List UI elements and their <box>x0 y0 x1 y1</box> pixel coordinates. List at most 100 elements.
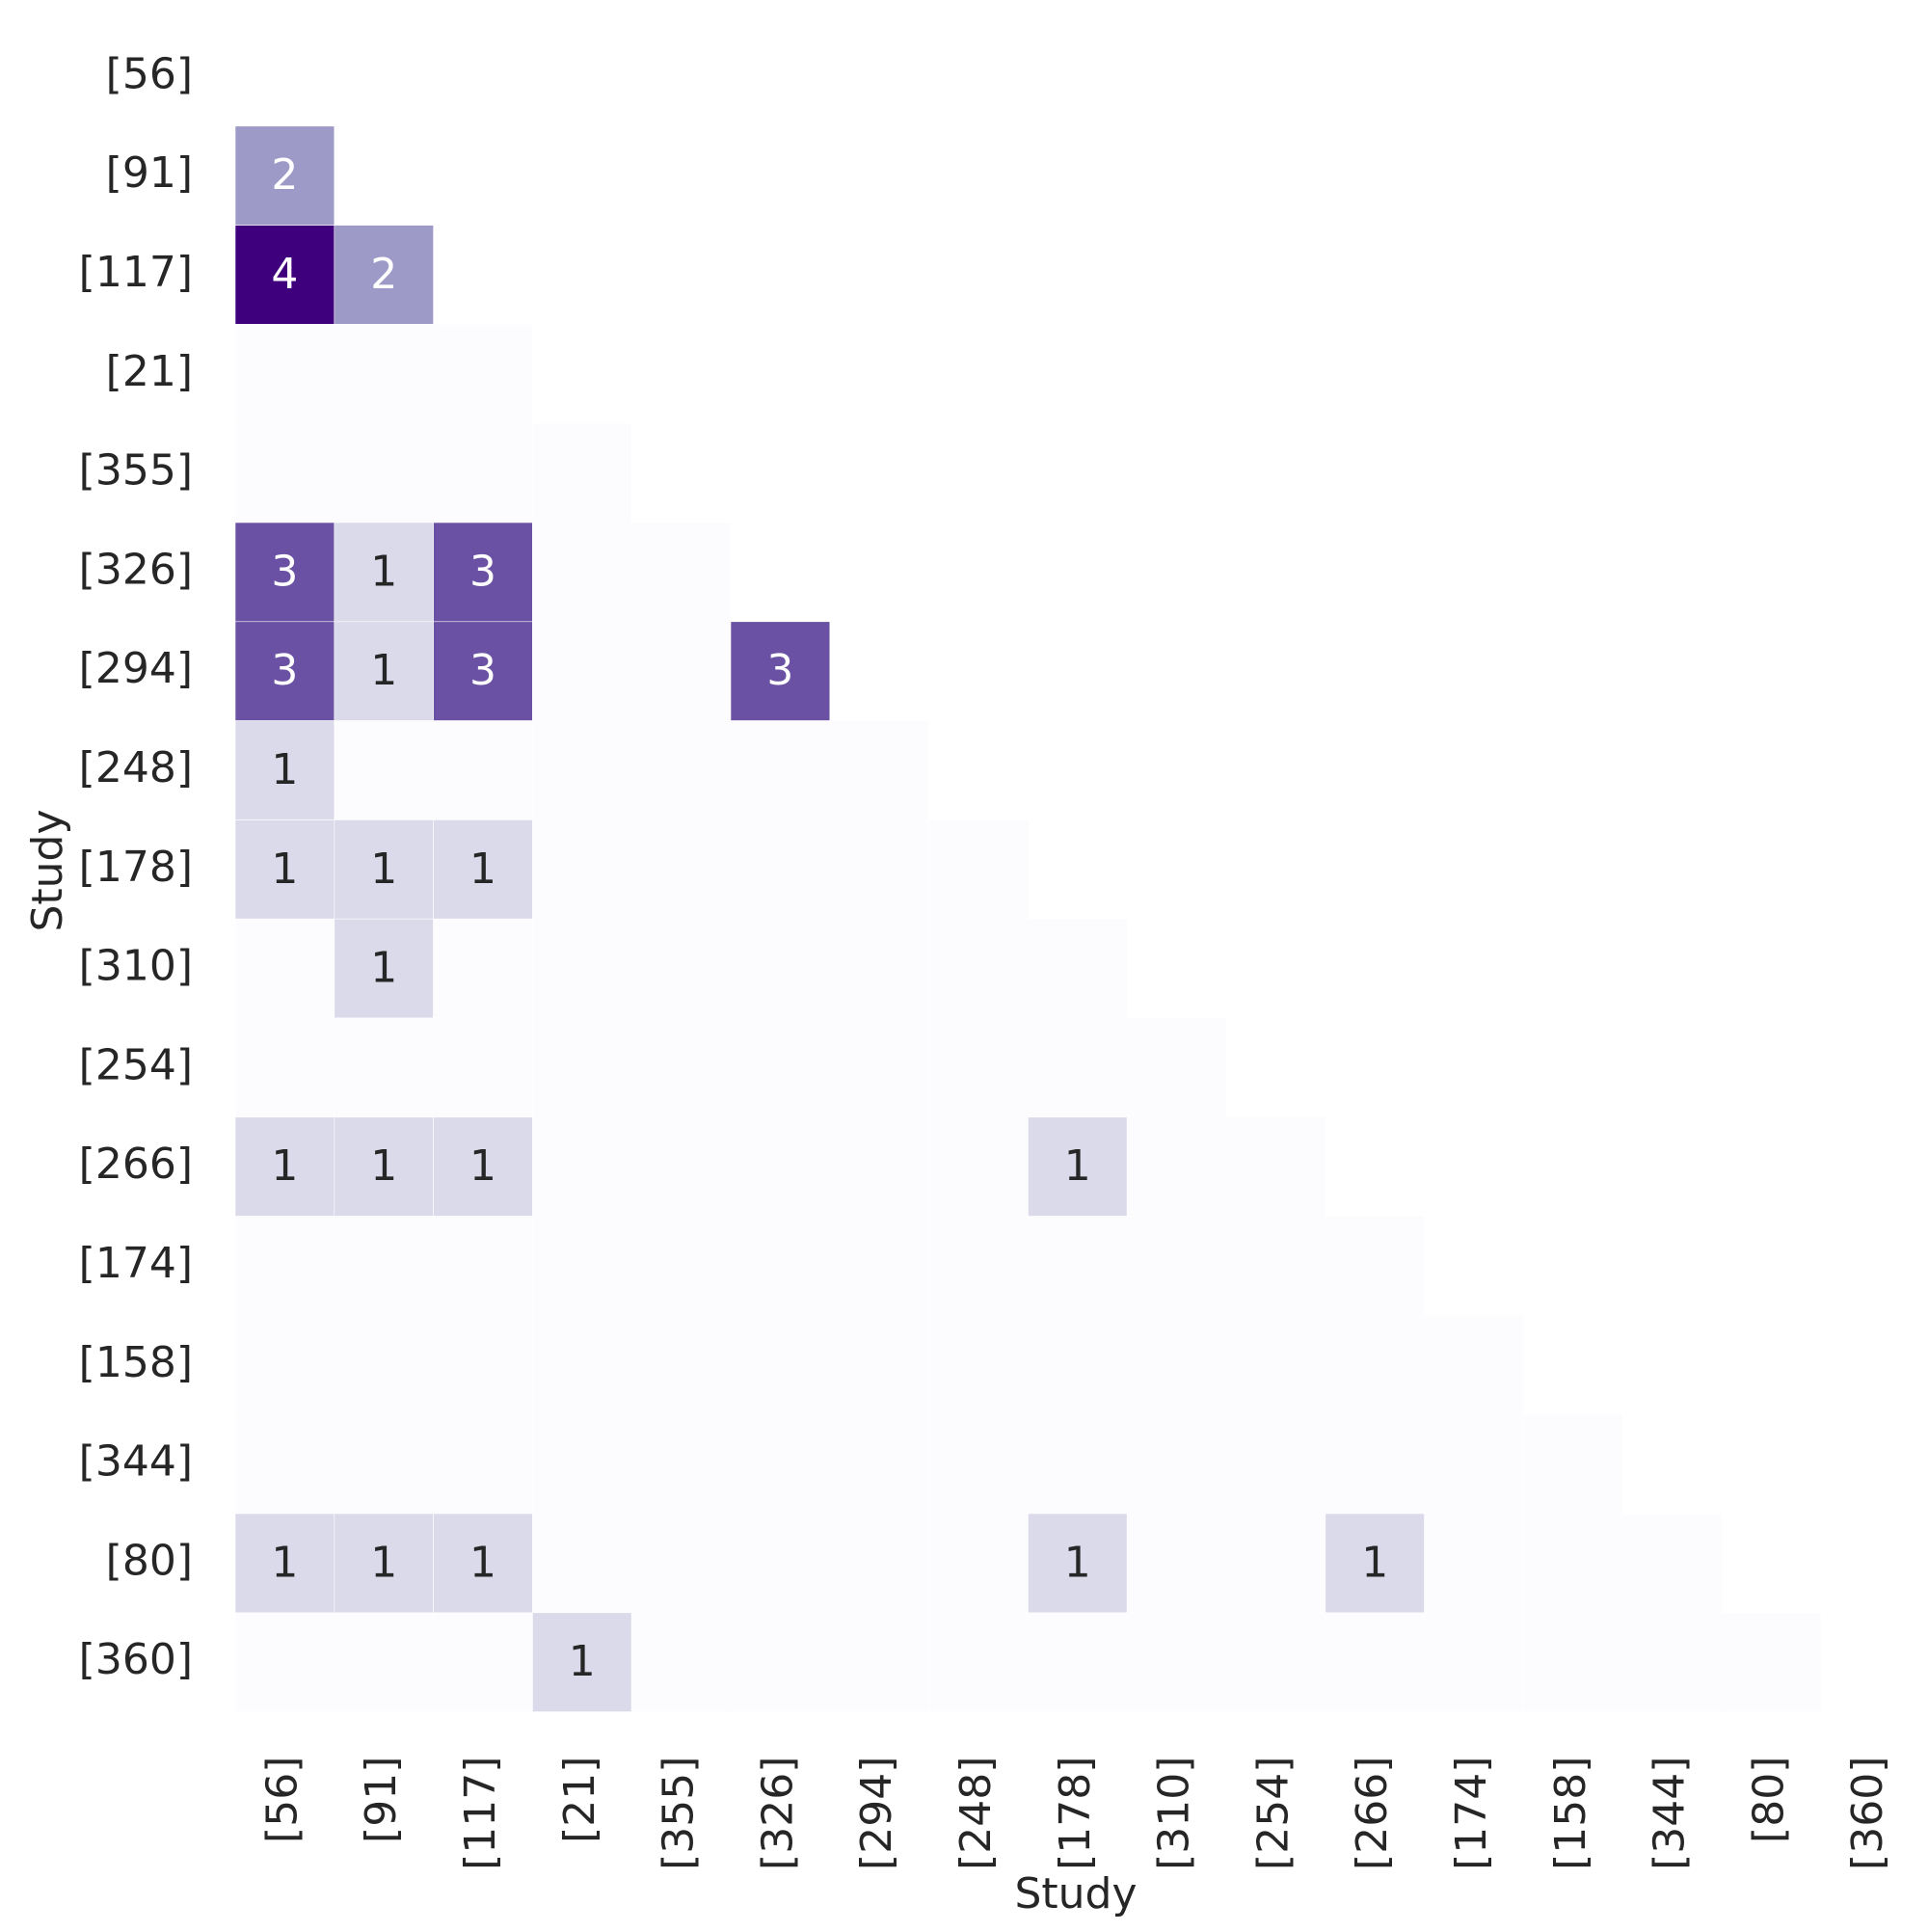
x-tick-label: [21] <box>555 1757 604 1843</box>
cell-label: 1 <box>1361 1538 1388 1587</box>
x-tick-label: [158] <box>1546 1757 1595 1870</box>
y-tick-label: [56] <box>106 49 193 98</box>
heatmap-cell <box>1225 1612 1326 1712</box>
heatmap-cell <box>928 819 1029 920</box>
heatmap-cell <box>1621 1513 1723 1614</box>
heatmap-cell <box>334 1017 434 1118</box>
y-tick-label: [91] <box>106 148 193 198</box>
heatmap-cell <box>630 1612 732 1712</box>
heatmap-cell <box>630 1216 732 1316</box>
heatmap-cell <box>334 1612 434 1712</box>
heatmap-cell <box>630 522 732 623</box>
heatmap-cell <box>334 422 434 523</box>
heatmap-cell <box>433 1116 533 1217</box>
heatmap-cell <box>1325 1612 1425 1712</box>
cell-label: 1 <box>271 1141 298 1191</box>
heatmap-cell <box>433 1612 533 1712</box>
heatmap-cell <box>1028 1413 1128 1515</box>
heatmap-cell <box>532 1017 632 1118</box>
x-tick-label: [178] <box>1051 1757 1100 1870</box>
heatmap-cell <box>928 1315 1029 1415</box>
y-tick-label: [80] <box>106 1536 193 1585</box>
heatmap-cell <box>630 918 732 1019</box>
heatmap-cell <box>928 918 1029 1019</box>
heatmap-cell <box>433 1413 533 1515</box>
x-tick-label: [344] <box>1646 1757 1695 1870</box>
heatmap-cell <box>829 1116 929 1217</box>
heatmap-cell <box>532 1315 632 1415</box>
heatmap-cell <box>630 819 732 920</box>
heatmap-cell <box>730 720 831 820</box>
cell-label: 1 <box>370 944 397 993</box>
heatmap-cell <box>928 1513 1029 1614</box>
heatmap-cell <box>532 1612 632 1712</box>
heatmap-cell <box>730 918 831 1019</box>
heatmap-cell <box>532 621 632 721</box>
cell-label: 3 <box>271 547 298 596</box>
heatmap-cell <box>334 621 434 721</box>
heatmap-cell <box>730 1017 831 1118</box>
heatmap-cell <box>532 422 632 523</box>
heatmap-cell <box>532 1216 632 1316</box>
y-axis-title: Study <box>23 809 72 931</box>
x-tick-label: [310] <box>1150 1757 1199 1870</box>
x-tick-label: [360] <box>1843 1757 1892 1870</box>
heatmap-cell <box>234 1315 335 1415</box>
y-tick-label: [310] <box>79 942 193 991</box>
heatmap-cell <box>829 1413 929 1515</box>
heatmap-cell <box>1721 1612 1822 1712</box>
heatmap-cell <box>334 1216 434 1316</box>
heatmap-cell <box>1028 1216 1128 1316</box>
heatmap-cell <box>1424 1513 1524 1614</box>
heatmap-cell <box>1126 1315 1227 1415</box>
heatmap-cell <box>234 1513 335 1614</box>
heatmap-cell <box>234 1612 335 1712</box>
y-tick-label: [248] <box>79 743 193 792</box>
heatmap-cell <box>1028 1315 1128 1415</box>
heatmap-cell <box>928 1612 1029 1712</box>
cell-label: 1 <box>370 1538 397 1587</box>
heatmap-cell <box>234 1017 335 1118</box>
y-tick-label: [174] <box>79 1239 193 1288</box>
heatmap-cell <box>334 720 434 820</box>
heatmap-cell <box>1424 1612 1524 1712</box>
heatmap-cell <box>433 324 533 424</box>
cell-label: 1 <box>469 1141 496 1191</box>
heatmap-cell <box>234 819 335 920</box>
cell-label: 1 <box>370 646 397 695</box>
heatmap-cell <box>730 819 831 920</box>
cell-label: 1 <box>370 547 397 596</box>
y-tick-label: [360] <box>79 1635 193 1684</box>
heatmap-cell <box>433 918 533 1019</box>
heatmap-cell <box>433 1513 533 1614</box>
heatmap-cell <box>928 1017 1029 1118</box>
heatmap-cell <box>1523 1513 1623 1614</box>
cell-label: 2 <box>271 150 298 200</box>
heatmap-cell <box>334 819 434 920</box>
heatmap-cell <box>234 918 335 1019</box>
heatmap-cell <box>334 522 434 623</box>
heatmap-cell <box>630 1413 732 1515</box>
cell-label: 2 <box>370 250 397 299</box>
x-tick-label: [355] <box>655 1757 704 1870</box>
heatmap-cell <box>532 1116 632 1217</box>
heatmap-cell <box>630 1513 732 1614</box>
x-tick-label: [248] <box>951 1757 1001 1870</box>
y-tick-label: [21] <box>106 347 193 396</box>
heatmap-cell <box>334 324 434 424</box>
heatmap-cell <box>433 1216 533 1316</box>
cell-label: 3 <box>271 646 298 695</box>
heatmap-cell <box>334 918 434 1019</box>
x-tick-label: [294] <box>852 1757 901 1870</box>
y-tick-label: [344] <box>79 1437 193 1487</box>
heatmap-cell <box>1523 1612 1623 1712</box>
cell-label: 1 <box>1064 1538 1091 1587</box>
heatmap-cell <box>1225 1116 1326 1217</box>
heatmap-cell <box>1523 1413 1623 1515</box>
heatmap-cell <box>234 125 335 226</box>
heatmap-cell <box>1325 1413 1425 1515</box>
heatmap-cell <box>1621 1612 1723 1712</box>
heatmap-cell <box>928 1116 1029 1217</box>
heatmap-cell <box>433 819 533 920</box>
heatmap-cell <box>334 1116 434 1217</box>
